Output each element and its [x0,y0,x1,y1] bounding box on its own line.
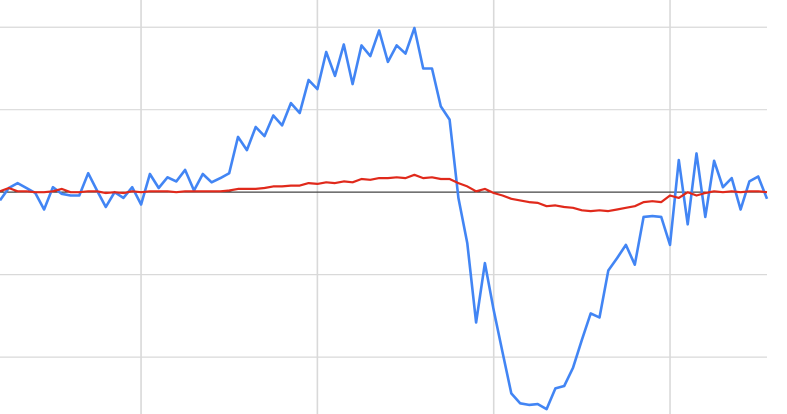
series-line-2 [0,173,768,213]
gridlines [0,0,767,414]
series-lines [0,26,769,411]
series-line-1 [0,26,769,411]
